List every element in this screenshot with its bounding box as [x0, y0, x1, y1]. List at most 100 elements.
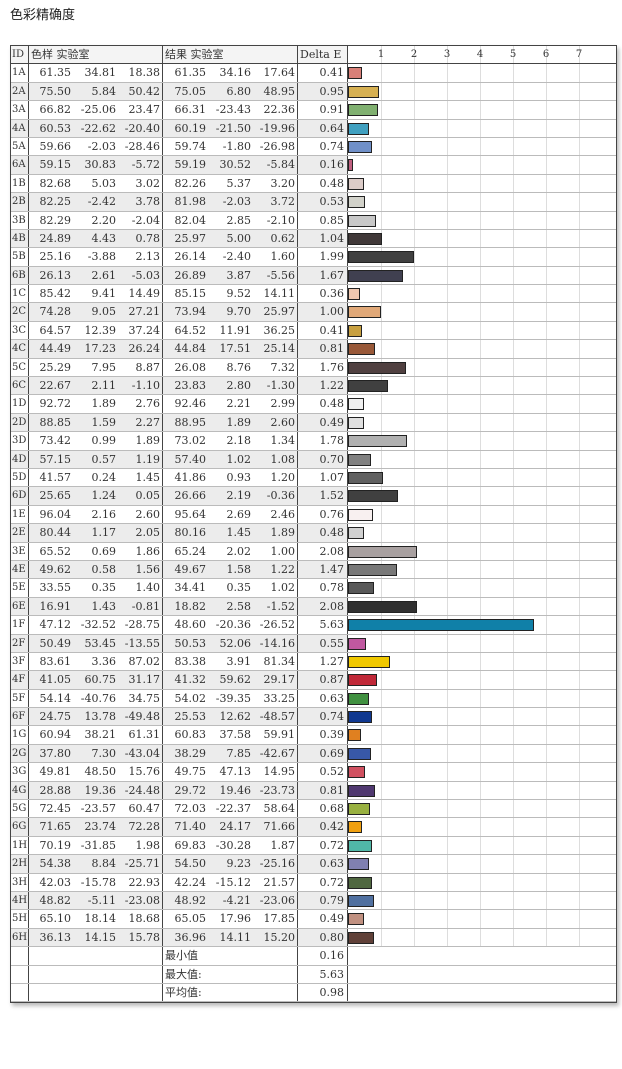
delta-e-value: 1.67	[298, 266, 348, 285]
result-lab-value: -2.10	[253, 211, 298, 229]
gridline	[480, 910, 481, 928]
result-lab-value: 82.04	[174, 213, 207, 227]
gridline	[579, 432, 580, 450]
patch-id: 3F	[11, 652, 29, 671]
result-lab-value: 0.93	[226, 470, 252, 484]
sample-lab-value: 1.56	[118, 560, 163, 579]
sample-lab-value: -3.88	[87, 250, 116, 264]
axis-tick-label: 3	[443, 49, 451, 60]
sample-lab-value: 85.42	[39, 287, 72, 301]
gridline	[513, 46, 514, 64]
bar-cell	[348, 119, 616, 137]
sample-lab-value: 83.61	[39, 654, 72, 668]
gridline	[546, 377, 547, 395]
gridline	[381, 303, 382, 321]
summary-label: 最小值	[163, 947, 298, 965]
sample-lab-value: -43.04	[118, 744, 163, 763]
gridline	[480, 652, 481, 671]
sample-lab-value: 25.65	[39, 489, 72, 503]
result-lab-value: -23.43	[215, 103, 251, 117]
gridline	[480, 377, 481, 395]
result-lab-value: 14.11	[219, 930, 252, 944]
patch-id: 4D	[11, 450, 29, 468]
table-row: 3G 49.81 48.50 15.76 49.75 47.13 14.95 0.52	[11, 763, 616, 782]
gridline	[381, 193, 382, 211]
gridline	[480, 395, 481, 413]
gridline	[579, 800, 580, 818]
sample-lab-value: 2.16	[91, 507, 117, 521]
result-lab-value: 15.20	[253, 928, 298, 947]
patch-id: 4A	[11, 119, 29, 137]
gridline	[513, 413, 514, 432]
table-row: 6H 36.13 14.15 15.78 36.96 14.11 15.20 0.80	[11, 928, 616, 948]
sample-lab-value: 47.12	[39, 618, 72, 632]
table-row: 6C 22.67 2.11 -1.10 23.83 2.80 -1.30 1.22	[11, 377, 616, 396]
gridline	[480, 340, 481, 358]
blank-cell	[11, 947, 29, 965]
result-lab-value: 3.87	[226, 268, 252, 282]
bar-cell	[348, 634, 616, 652]
table-row: 5C 25.29 7.95 8.87 26.08 8.76 7.32 1.76	[11, 358, 616, 378]
gridline	[447, 266, 448, 285]
page-title: 色彩精确度	[10, 8, 76, 23]
gridline	[381, 671, 382, 689]
delta-e-value: 0.87	[298, 671, 348, 689]
result-lab-value: 1.89	[226, 415, 252, 429]
sample-lab-value: 18.38	[118, 64, 163, 82]
result-lab-value: -20.36	[215, 618, 251, 632]
sample-lab-value: 38.21	[84, 728, 117, 742]
sample-lab-value: -40.76	[80, 691, 116, 705]
sample-lab-value: 60.94	[39, 728, 72, 742]
result-lab-value: 9.70	[226, 305, 252, 319]
result-lab-value: 25.14	[253, 340, 298, 358]
result-lab-value: 47.13	[219, 765, 252, 779]
gridline	[447, 432, 448, 450]
gridline	[414, 193, 415, 211]
delta-e-value: 0.85	[298, 211, 348, 229]
result-lab-value: 49.67	[174, 562, 207, 576]
delta-e-value: 0.74	[298, 137, 348, 156]
result-lab-value: 17.96	[219, 912, 252, 926]
patch-id: 3B	[11, 211, 29, 229]
result-lab-value: 73.02	[174, 434, 207, 448]
gridline	[414, 836, 415, 855]
delta-e-value: 0.36	[298, 285, 348, 303]
gridline	[480, 689, 481, 708]
gridline	[513, 689, 514, 708]
gridline	[579, 616, 580, 634]
result-lab-value: -1.30	[253, 377, 298, 395]
gridline	[447, 800, 448, 818]
table-row: 3A 66.82 -25.06 23.47 66.31 -23.43 22.36 0.91	[11, 101, 616, 120]
patch-id: 4B	[11, 229, 29, 248]
gridline	[513, 505, 514, 524]
table-row: 1D 92.72 1.89 2.76 92.46 2.21 2.99 0.48	[11, 395, 616, 414]
gridline	[579, 634, 580, 652]
delta-e-value: 0.80	[298, 928, 348, 947]
table-row: 6B 26.13 2.61 -5.03 26.89 3.87 -5.56 1.67	[11, 266, 616, 286]
bar-cell	[348, 266, 616, 285]
gridline	[447, 891, 448, 910]
delta-e-bar	[348, 159, 354, 172]
result-lab-value: -23.06	[253, 891, 298, 910]
summary-label: 最大值:	[163, 965, 298, 983]
result-lab-value: 18.82	[174, 599, 207, 613]
table-row: 1B 82.68 5.03 3.02 82.26 5.37 3.20 0.48	[11, 174, 616, 194]
sample-lab-value: 4.43	[91, 231, 117, 245]
delta-e-bar	[348, 251, 414, 264]
patch-id: 2C	[11, 303, 29, 321]
gridline	[480, 708, 481, 726]
sample-lab-value: 23.74	[84, 820, 117, 834]
sample-lab-value: 87.02	[118, 652, 163, 671]
gridline	[579, 524, 580, 542]
bar-cell	[348, 763, 616, 781]
bar-cell	[348, 524, 616, 542]
gridline	[546, 560, 547, 579]
axis-tick-label: 4	[476, 49, 484, 60]
patch-id: 5A	[11, 137, 29, 156]
gridline	[546, 763, 547, 781]
result-lab-value: -5.56	[253, 266, 298, 285]
blank-cell	[11, 965, 29, 983]
gridline	[447, 303, 448, 321]
delta-e-bar	[348, 637, 367, 650]
sample-lab-value: 3.36	[91, 654, 117, 668]
